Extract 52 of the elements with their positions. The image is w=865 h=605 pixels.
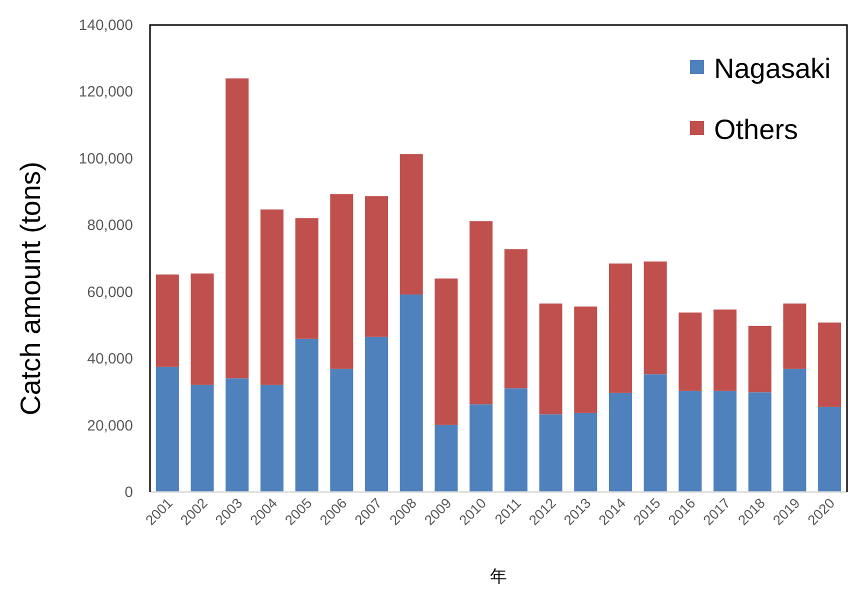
bar [156,366,179,492]
bar [400,294,423,492]
bar [226,78,249,378]
bar [470,404,493,492]
bar [714,390,737,492]
y-tick-label: 140,000 [78,17,133,34]
bar [504,388,528,492]
y-axis-title: Catch amount (tons) [15,162,46,416]
y-tick-label: 40,000 [87,350,133,368]
bar [470,221,493,404]
bar [365,196,388,337]
bar [434,278,458,425]
bar [260,384,284,492]
bar [608,264,632,393]
bar [226,378,249,492]
bar [678,312,702,391]
bar [365,336,388,492]
bar [330,194,354,369]
bar [190,274,214,385]
bar [783,304,806,369]
bar [818,406,842,492]
bar [295,218,318,339]
bar [608,392,632,492]
bar [434,424,458,492]
bar [748,392,772,492]
bar [295,338,318,492]
y-tick-label: 20,000 [87,417,133,434]
bar [330,368,354,492]
bar [748,326,772,392]
bar [260,209,284,385]
bar [156,274,179,367]
y-tick-label: 60,000 [87,284,133,301]
bar [644,262,667,374]
y-tick-label: 120,000 [78,84,133,101]
bar [504,249,528,388]
bar [644,374,667,492]
y-tick-label: 80,000 [87,217,133,234]
bar [539,414,562,492]
bar [190,384,214,492]
bar [714,310,737,391]
x-axis-title: 年 [490,567,507,586]
bar [678,390,702,492]
legend-label: Nagasaki [714,53,831,84]
bar [574,412,598,492]
bar [818,322,842,407]
bar [539,304,562,414]
y-tick-label: 100,000 [78,150,133,168]
legend-label: Others [714,114,798,145]
bar [574,306,598,413]
bar [400,154,423,295]
y-tick-label: 0 [124,484,133,501]
bar [783,368,806,492]
